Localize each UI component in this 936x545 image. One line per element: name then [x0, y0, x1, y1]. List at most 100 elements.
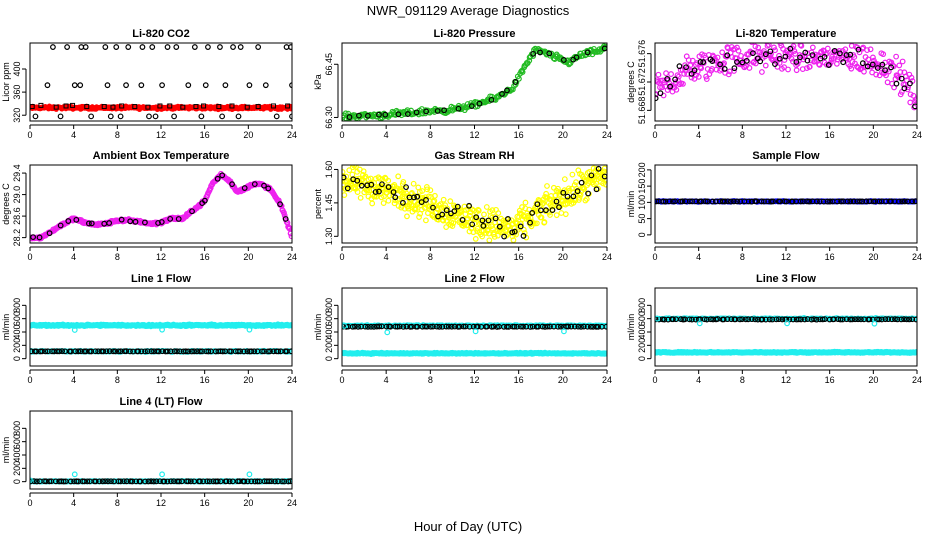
- x-tick-label: 20: [868, 130, 878, 140]
- x-tick-label: 24: [602, 252, 612, 262]
- y-tick-label: 66.30: [324, 106, 334, 129]
- point-raw: [396, 174, 401, 179]
- y-tick-label: 29.4: [12, 164, 22, 182]
- x-tick-label: 12: [469, 130, 479, 140]
- point-raw: [763, 63, 768, 68]
- point-avg-mid: [264, 83, 269, 88]
- point-avg-bottom: [58, 114, 63, 119]
- y-tick-label: 0: [324, 356, 334, 361]
- points-pressure: [340, 44, 609, 122]
- x-tick-label: 24: [912, 252, 922, 262]
- point-avg-mid: [223, 83, 228, 88]
- point-raw: [523, 200, 528, 205]
- point-dips: [385, 330, 390, 335]
- point-dips: [872, 321, 877, 326]
- x-tick-label: 0: [339, 130, 344, 140]
- figure-xlabel: Hour of Day (UTC): [414, 519, 522, 534]
- point-avg-mid: [247, 83, 252, 88]
- point-raw: [358, 196, 363, 201]
- x-tick-label: 4: [71, 252, 76, 262]
- points-line4: [28, 472, 294, 484]
- point-raw: [760, 70, 765, 75]
- x-tick-label: 20: [868, 252, 878, 262]
- points-licor-temp: [653, 34, 919, 109]
- x-tick-label: 16: [200, 375, 210, 385]
- x-tick-label: 20: [558, 252, 568, 262]
- x-tick-label: 20: [558, 375, 568, 385]
- point-raw: [894, 54, 899, 59]
- y-tick-label: 50: [637, 214, 647, 224]
- y-tick-label: 1.60: [324, 161, 334, 179]
- point-raw: [897, 63, 902, 68]
- point-avg-mid: [186, 83, 191, 88]
- x-tick-label: 16: [514, 252, 524, 262]
- y-tick-label: 29.0: [12, 186, 22, 204]
- point-avg-high: [206, 45, 211, 50]
- point-raw: [900, 59, 905, 64]
- point-avg-bottom: [153, 114, 158, 119]
- x-tick-label: 24: [287, 252, 297, 262]
- x-tick-label: 8: [115, 375, 120, 385]
- panel-title: Gas Stream RH: [434, 150, 514, 162]
- x-tick-label: 8: [428, 252, 433, 262]
- y-tick-label: 66.45: [324, 53, 334, 76]
- x-tick-label: 0: [652, 252, 657, 262]
- point-raw: [342, 193, 347, 198]
- point-dips: [473, 329, 478, 334]
- point-avg-high: [193, 45, 198, 50]
- point-avg-bottom: [33, 114, 38, 119]
- x-tick-label: 16: [200, 130, 210, 140]
- figure-title: NWR_091129 Average Diagnostics: [367, 3, 570, 18]
- y-tick-label: 51.672: [637, 68, 647, 96]
- point-raw: [826, 46, 831, 51]
- x-tick-label: 16: [514, 130, 524, 140]
- x-tick-label: 0: [339, 375, 344, 385]
- y-tick-label: 51.676: [637, 40, 647, 68]
- y-axis-label: percent: [313, 188, 323, 219]
- point-raw: [381, 201, 386, 206]
- y-tick-label: 100: [637, 195, 647, 210]
- panel-title: Line 2 Flow: [445, 273, 505, 285]
- x-tick-label: 16: [825, 252, 835, 262]
- points-rh: [340, 163, 609, 242]
- point-raw: [669, 72, 674, 77]
- x-tick-label: 16: [514, 375, 524, 385]
- x-tick-label: 12: [781, 130, 791, 140]
- point-avg-bottom: [199, 114, 204, 119]
- point-avg-mid: [78, 83, 83, 88]
- x-tick-label: 16: [825, 375, 835, 385]
- x-tick-label: 4: [696, 252, 701, 262]
- point-avg-high: [150, 45, 155, 50]
- x-tick-label: 24: [912, 375, 922, 385]
- y-tick-label: 150: [637, 179, 647, 194]
- points-line2: [340, 323, 609, 357]
- points-sample-flow: [653, 199, 918, 204]
- panel-title: Line 3 Flow: [756, 273, 816, 285]
- points-line3: [653, 316, 919, 356]
- point-raw: [750, 40, 755, 45]
- x-tick-label: 0: [27, 130, 32, 140]
- point-avg-bottom: [220, 114, 225, 119]
- point-raw: [664, 71, 669, 76]
- x-tick-label: 8: [115, 252, 120, 262]
- x-tick-label: 12: [156, 375, 166, 385]
- point-raw: [411, 181, 416, 186]
- y-tick-label: 28.2: [12, 229, 22, 247]
- panel-title: Ambient Box Temperature: [93, 150, 230, 162]
- point-avg-high: [51, 45, 56, 50]
- y-axis-label: degrees C: [1, 183, 11, 225]
- point-avg-high: [218, 45, 223, 50]
- point-avg-mid: [45, 83, 50, 88]
- x-tick-label: 8: [740, 130, 745, 140]
- y-axis-label: degrees C: [626, 61, 636, 103]
- point-avg-high: [231, 45, 236, 50]
